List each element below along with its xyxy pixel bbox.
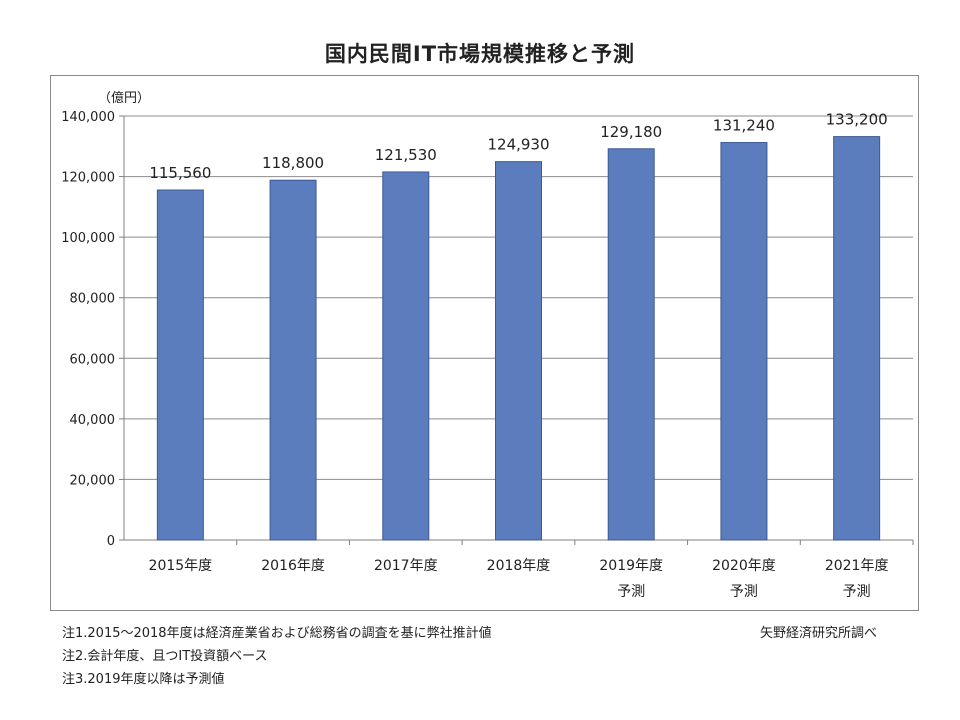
y-tick-label: 100,000 <box>61 231 115 246</box>
x-tick-label: 2021年度 <box>825 558 889 574</box>
source-note: 矢野経済研究所調べ <box>760 626 878 641</box>
bar <box>607 148 655 541</box>
footnote-2: 注2.会計年度、且つIT投資額ベース <box>62 649 268 664</box>
bar <box>382 171 430 541</box>
footnote-1: 注1.2015～2018年度は経済産業省および総務省の調査を基に弊社推計値 <box>62 626 492 641</box>
data-label: 121,530 <box>375 146 437 164</box>
y-tick-label: 80,000 <box>70 292 116 307</box>
bar <box>269 179 317 541</box>
y-tick-label: 120,000 <box>61 171 115 186</box>
data-label: 124,930 <box>487 136 549 154</box>
footnotes: 注1.2015～2018年度は経済産業省および総務省の調査を基に弊社推計値 注2… <box>62 622 492 691</box>
data-label: 133,200 <box>826 111 888 129</box>
x-tick-sublabel: 予測 <box>617 584 645 600</box>
x-tick-label: 2015年度 <box>149 558 213 574</box>
x-tick-label: 2016年度 <box>261 558 325 574</box>
y-unit-label: （億円） <box>98 90 150 106</box>
footnote-3: 注3.2019年度以降は予測値 <box>62 672 225 687</box>
x-tick-sublabel: 予測 <box>843 584 871 600</box>
x-tick-sublabel: 予測 <box>730 584 758 600</box>
y-tick-label: 40,000 <box>70 413 116 428</box>
y-tick-label: 140,000 <box>61 110 115 125</box>
y-tick-label: 20,000 <box>70 473 116 488</box>
bar <box>720 142 768 541</box>
x-tick-label: 2018年度 <box>487 558 551 574</box>
y-tick-label: 60,000 <box>70 352 116 367</box>
data-label: 131,240 <box>713 117 775 135</box>
labels: （億円） 0 20,000 40,000 60,000 80,000 100,000 120,… <box>61 90 888 600</box>
x-tick-label: 2020年度 <box>712 558 776 574</box>
bar <box>495 161 542 541</box>
bar <box>156 189 204 541</box>
y-tick-label: 0 <box>107 534 115 549</box>
bars <box>156 136 881 541</box>
chart-title: 国内民間IT市場規模推移と予測 <box>324 42 636 66</box>
data-label: 115,560 <box>149 164 211 182</box>
x-tick-label: 2019年度 <box>599 558 663 574</box>
data-label: 129,180 <box>600 123 662 141</box>
bar <box>833 136 881 541</box>
data-label: 118,800 <box>262 154 324 172</box>
chart-frame <box>50 75 919 611</box>
x-tick-label: 2017年度 <box>374 558 438 574</box>
